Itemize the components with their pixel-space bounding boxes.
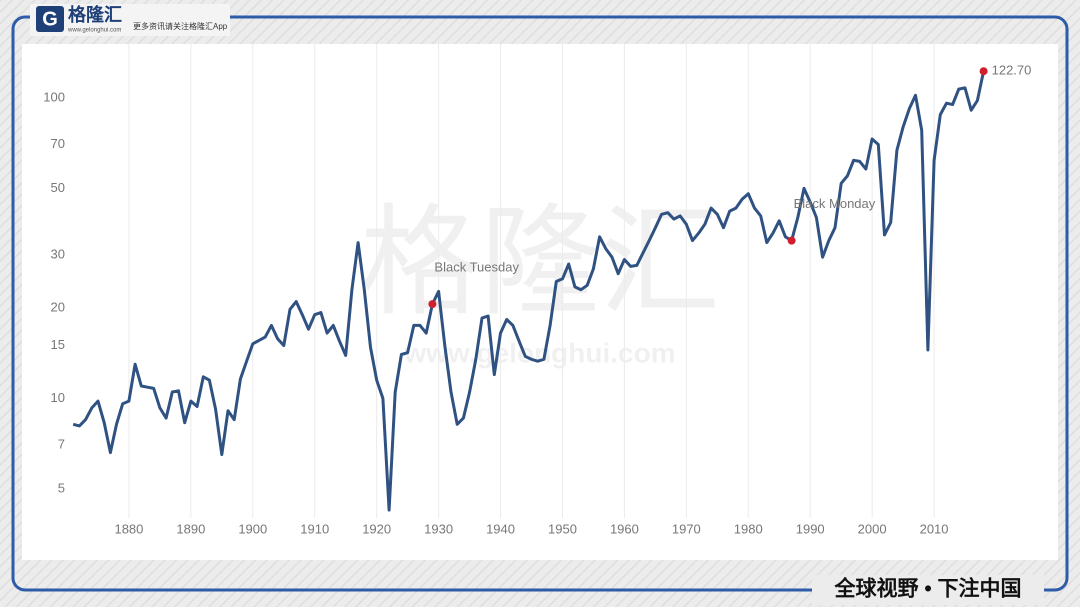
x-tick-label: 1890	[176, 521, 205, 536]
chart-area	[22, 44, 1058, 560]
slogan: 全球视野 • 下注中国	[833, 577, 1021, 601]
x-tick-label: 1990	[796, 521, 825, 536]
logo-url: www.gelonghui.com	[67, 28, 121, 34]
value-label: 122.70	[992, 63, 1032, 78]
x-tick-label: 1920	[362, 521, 391, 536]
logo-text: 格隆汇	[68, 4, 122, 25]
x-tick-label: 2000	[858, 521, 887, 536]
annotation: Black Tuesday	[434, 260, 519, 275]
y-tick-label: 10	[51, 390, 65, 405]
plot: 1880 1890 1900 1910 1920 1930 1940 1950 1960 1970…	[43, 44, 1031, 536]
x-tick-label: 1950	[548, 521, 577, 536]
x-tick-label: 1970	[672, 521, 701, 536]
y-tick-label: 70	[51, 136, 65, 151]
y-tick-label: 30	[51, 246, 65, 261]
y-tick-label: 100	[43, 89, 65, 104]
x-tick-label: 2010	[920, 521, 949, 536]
annotation: Black Monday	[794, 196, 876, 211]
logo-letter: G	[42, 8, 58, 30]
x-tick-label: 1900	[238, 521, 267, 536]
watermark-url: www.gelonghui.com	[403, 337, 675, 368]
frame	[11, 15, 1069, 592]
event-point	[787, 236, 796, 245]
end-point	[979, 67, 988, 76]
x-tick-label: 1930	[424, 521, 453, 536]
event-point	[428, 300, 437, 309]
logo-icon	[36, 6, 64, 32]
y-tick-label: 5	[58, 480, 65, 495]
x-tick-label: 1940	[486, 521, 515, 536]
x-tick-label: 1960	[610, 521, 639, 536]
line	[72, 70, 986, 512]
y-tick-label: 20	[51, 299, 65, 314]
y-tick-label: 7	[58, 436, 65, 451]
y-tick-label: 50	[51, 180, 65, 195]
tagline: 更多资讯请关注格隆汇App	[133, 21, 228, 31]
x-tick-label: 1910	[300, 521, 329, 536]
y-tick-label: 15	[51, 337, 65, 352]
slogan-bg	[812, 575, 1044, 605]
x-tick-label: 1980	[734, 521, 763, 536]
x-tick-label: 1880	[114, 521, 143, 536]
watermark: 格隆汇	[360, 196, 720, 330]
